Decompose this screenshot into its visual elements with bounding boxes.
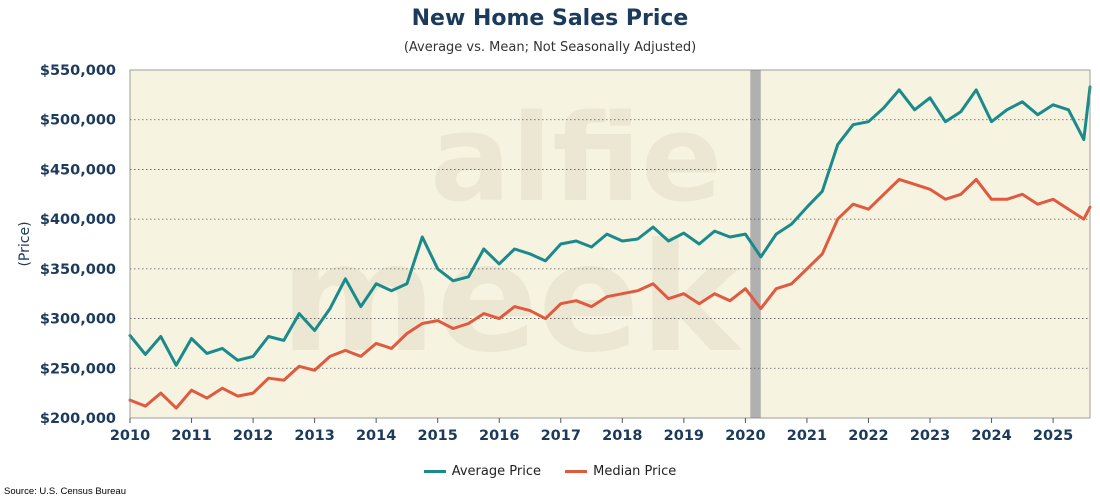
x-tick-label: 2011: [171, 428, 211, 444]
legend-swatch-average: [423, 470, 446, 473]
legend-swatch-median: [565, 470, 588, 473]
series-layer: [128, 85, 1092, 410]
x-tick-label: 2014: [356, 428, 396, 444]
x-tick-label: 2017: [541, 428, 581, 444]
x-axis: 2010 2011 2012 2013 2014 2015 2016 2017 2018 2019…: [110, 418, 1073, 444]
x-tick-label: 2018: [602, 428, 642, 444]
x-tick-label: 2024: [971, 428, 1011, 444]
chart-title: New Home Sales Price: [411, 6, 689, 31]
x-tick-label: 2012: [233, 428, 273, 444]
x-tick-label: 2021: [787, 428, 827, 444]
source-note: Source: U.S. Census Bureau: [4, 486, 126, 497]
plot-area: [130, 70, 1090, 418]
x-tick-label: 2020: [725, 428, 765, 444]
x-tick-label: 2022: [848, 428, 888, 444]
watermark-text-1: alfie: [430, 90, 722, 229]
x-tick-label: 2013: [294, 428, 334, 444]
y-tick-label: $300,000: [40, 312, 116, 328]
chart-subtitle: (Average vs. Mean; Not Seasonally Adjust…: [403, 40, 697, 55]
legend-item-average: Average Price: [423, 464, 541, 479]
legend-label-average: Average Price: [451, 464, 541, 479]
recession-band-layer: [750, 70, 761, 418]
y-tick-label: $500,000: [40, 113, 116, 129]
x-tick-label: 2010: [110, 428, 150, 444]
y-tick-label: $450,000: [40, 162, 116, 178]
y-tick-label: $350,000: [40, 262, 116, 278]
y-tick-label: $200,000: [40, 411, 116, 427]
series-line-median-price: [128, 177, 1092, 410]
legend-item-median: Median Price: [565, 464, 676, 479]
legend: Average Price Median Price: [0, 462, 1100, 479]
y-tick-label: $400,000: [40, 212, 116, 228]
y-axis: $200,000 $250,000 $300,000 $350,000 $400,000…: [40, 63, 116, 427]
x-tick-label: 2025: [1033, 428, 1073, 444]
x-tick-label: 2019: [664, 428, 704, 444]
series-line-average-price: [128, 85, 1092, 367]
recession-band: [750, 70, 761, 418]
x-tick-label: 2023: [910, 428, 950, 444]
y-axis-title: (Price): [17, 221, 33, 266]
grid-layer: [130, 119, 1090, 369]
x-tick-label: 2015: [418, 428, 458, 444]
x-tick-label: 2016: [479, 428, 519, 444]
y-tick-label: $550,000: [40, 63, 116, 79]
legend-label-median: Median Price: [593, 464, 677, 479]
plot-border: [129, 69, 1091, 419]
y-tick-label: $250,000: [40, 361, 116, 377]
